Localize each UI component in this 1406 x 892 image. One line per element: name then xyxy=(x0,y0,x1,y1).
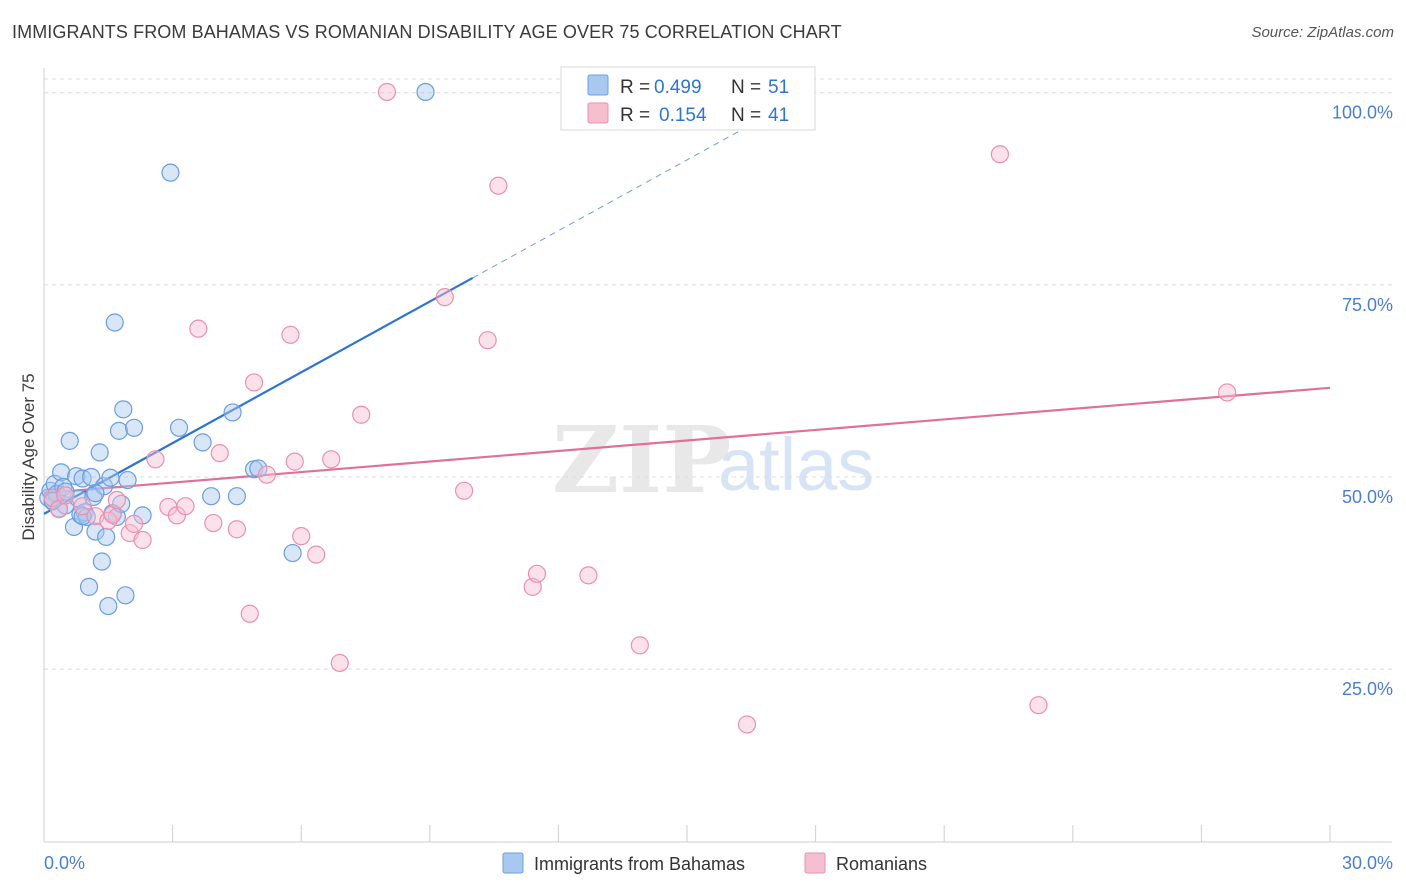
point-romanians-25 xyxy=(307,545,326,564)
point-romanians-22 xyxy=(281,325,300,344)
point-romanians-32 xyxy=(478,331,497,350)
point-bahamas-6 xyxy=(52,463,71,482)
point-romanians-16 xyxy=(204,513,223,533)
y-tick-label-75: 75.0% xyxy=(1342,295,1393,315)
point-romanians-21 xyxy=(257,465,277,484)
point-romanians-10 xyxy=(133,530,152,550)
axes: 25.0% 50.0% 75.0% 100.0% xyxy=(43,68,1393,843)
bottom-legend-swatch-pink xyxy=(804,852,826,874)
y-tick-label-25: 25.0% xyxy=(1342,679,1393,699)
point-bahamas-50 xyxy=(86,484,105,503)
legend-r-value-blue: 0.499 xyxy=(654,77,702,98)
point-romanians-20 xyxy=(244,373,264,392)
point-romanians-35 xyxy=(527,564,547,583)
point-romanians-17 xyxy=(210,444,229,463)
point-bahamas-40 xyxy=(202,487,221,506)
point-bahamas-45 xyxy=(283,543,302,563)
chart-title: IMMIGRANTS FROM BAHAMAS VS ROMANIAN DISA… xyxy=(12,22,842,42)
correlation-legend: R = 0.499 N = 51 R = 0.154 N = 41 xyxy=(560,66,816,131)
point-romanians-40 xyxy=(990,145,1010,164)
legend-r-label-pink: R = xyxy=(620,105,650,126)
point-romanians-37 xyxy=(630,636,649,655)
legend-n-label-blue: N = xyxy=(731,77,761,98)
point-romanians-14 xyxy=(176,497,195,516)
point-bahamas-25 xyxy=(99,596,118,616)
point-bahamas-26 xyxy=(101,468,120,487)
point-bahamas-32 xyxy=(114,400,133,419)
point-romanians-42 xyxy=(1218,383,1237,402)
point-bahamas-34 xyxy=(118,470,137,490)
point-bahamas-20 xyxy=(86,522,105,541)
point-romanians-28 xyxy=(352,405,371,424)
point-romanians-31 xyxy=(454,481,474,500)
point-bahamas-28 xyxy=(105,313,124,332)
point-romanians-30 xyxy=(435,288,454,307)
point-bahamas-21 xyxy=(90,443,109,462)
legend-n-value-pink: 41 xyxy=(768,105,789,126)
point-romanians-3 xyxy=(73,497,92,516)
point-romanians-6 xyxy=(103,505,122,524)
legend-r-value-pink: 0.154 xyxy=(659,105,707,126)
bottom-legend-label-romanians: Romanians xyxy=(836,854,927,874)
point-romanians-19 xyxy=(240,604,259,623)
y-tick-label-100: 100.0% xyxy=(1332,103,1393,123)
point-bahamas-38 xyxy=(169,418,189,437)
point-bahamas-9 xyxy=(60,431,79,450)
point-romanians-11 xyxy=(146,450,165,469)
trend-line-bahamas-extension xyxy=(472,112,773,279)
legend-swatch-blue xyxy=(587,74,609,96)
watermark: ZIP atlas xyxy=(552,406,874,514)
series-bahamas-points xyxy=(39,82,435,616)
watermark-zip: ZIP xyxy=(552,406,731,514)
point-romanians-33 xyxy=(489,176,508,195)
x-tick-label-30: 30.0% xyxy=(1342,853,1393,873)
point-romanians-36 xyxy=(579,566,598,585)
point-bahamas-37 xyxy=(161,163,180,182)
legend-r-label-blue: R = xyxy=(620,77,650,98)
trend-line-bahamas xyxy=(43,276,474,515)
point-romanians-27 xyxy=(330,653,349,673)
point-romanians-41 xyxy=(1029,696,1048,715)
point-romanians-9 xyxy=(124,514,144,533)
point-bahamas-41 xyxy=(223,403,242,422)
point-romanians-15 xyxy=(189,319,208,338)
point-bahamas-39 xyxy=(193,433,212,452)
point-romanians-7 xyxy=(107,490,126,510)
point-romanians-38 xyxy=(737,715,757,734)
point-bahamas-17 xyxy=(79,577,99,596)
series-legend: Immigrants from Bahamas Romanians xyxy=(502,852,927,874)
point-bahamas-42 xyxy=(227,487,246,506)
gridlines xyxy=(44,78,1392,670)
point-bahamas-33 xyxy=(116,586,135,605)
y-axis-title: Disability Age Over 75 xyxy=(19,373,38,540)
point-romanians-23 xyxy=(285,452,304,471)
point-bahamas-49 xyxy=(73,507,92,526)
source-label: Source: ZipAtlas.com xyxy=(1251,24,1394,41)
point-romanians-24 xyxy=(292,527,311,546)
point-bahamas-24 xyxy=(97,527,116,547)
legend-n-label-pink: N = xyxy=(731,105,761,126)
legend-n-value-blue: 51 xyxy=(768,77,789,98)
point-romanians-18 xyxy=(227,520,246,539)
point-romanians-2 xyxy=(56,486,75,505)
bottom-legend-label-bahamas: Immigrants from Bahamas xyxy=(534,854,745,874)
point-bahamas-46 xyxy=(416,82,435,102)
y-tick-label-50: 50.0% xyxy=(1342,487,1393,507)
legend-swatch-pink xyxy=(587,102,609,124)
x-tick-label-0: 0.0% xyxy=(44,853,85,873)
point-romanians-29 xyxy=(377,82,397,102)
point-bahamas-35 xyxy=(124,418,144,437)
bottom-legend-swatch-blue xyxy=(502,852,524,874)
point-bahamas-22 xyxy=(92,552,111,571)
point-romanians-26 xyxy=(322,450,341,469)
point-bahamas-30 xyxy=(109,421,129,440)
